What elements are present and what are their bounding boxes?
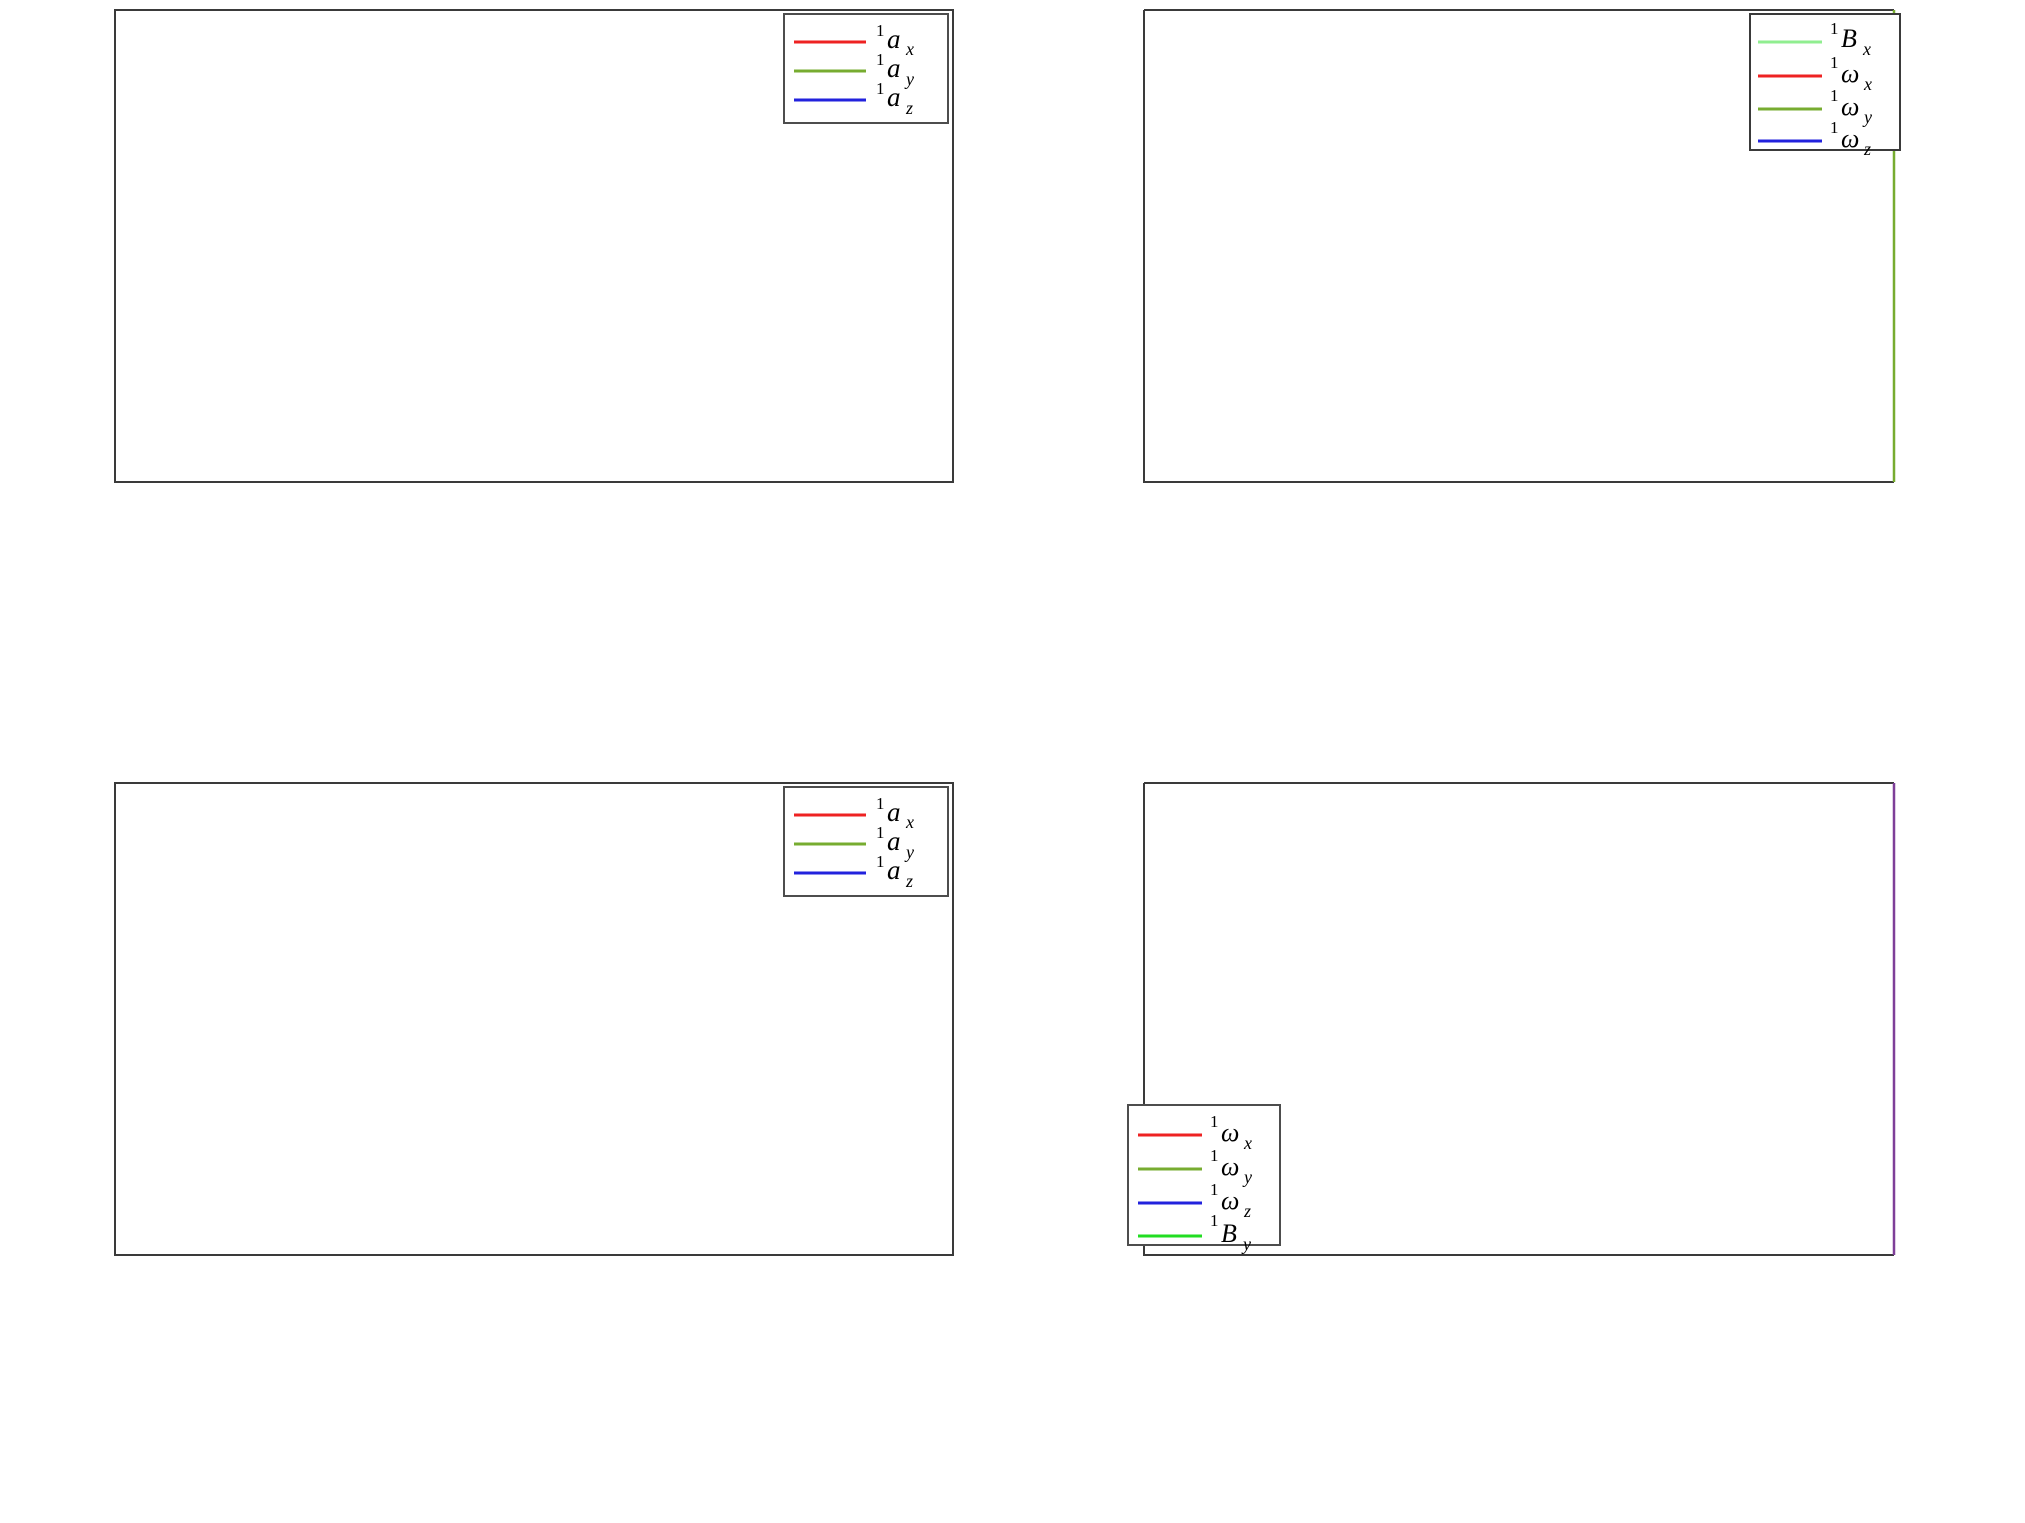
legend-sup-ax: 1: [876, 21, 885, 40]
legend-sub-wx: x: [1863, 74, 1872, 94]
legend-sub-wz: z: [1863, 139, 1871, 159]
legend-sup-wx: 1: [1830, 53, 1839, 72]
legend-sub-az: z: [905, 871, 913, 891]
legend-label-wx: ω: [1841, 59, 1859, 88]
legend-label-by: B: [1221, 1219, 1237, 1248]
legend: 1 ω x 1 ω y 1 ω z 1 B y: [1127, 1104, 1281, 1254]
legend-sup-wy: 1: [1830, 86, 1839, 105]
legend-sub-ay: y: [904, 69, 914, 89]
panel-bottom-right-svg: 1 ω x 1 ω y 1 ω z 1 B y: [1012, 765, 2025, 1523]
legend-label-bx: B: [1841, 24, 1857, 53]
legend-sup-by: 1: [1210, 1211, 1219, 1230]
legend-sub-wx: x: [1243, 1133, 1252, 1153]
legend-sub-ay: y: [904, 842, 914, 862]
legend-label-wx: ω: [1221, 1118, 1239, 1147]
legend-sub-ax: x: [905, 39, 914, 59]
axes-frame: [114, 9, 954, 483]
legend-sub-by: y: [1241, 1234, 1251, 1254]
legend-sup-wz: 1: [1830, 118, 1839, 137]
legend-label-wz: ω: [1841, 124, 1859, 153]
legend: 1 a x 1 a y 1 a z: [783, 13, 949, 124]
legend-sub-az: z: [905, 98, 913, 118]
panel-bottom-left-svg: 1 a x 1 a y 1 a z: [0, 765, 1012, 1523]
panel-top-right-svg: 1 B x 1 ω x 1 ω y 1 ω z: [1012, 0, 2025, 765]
legend-label-wz: ω: [1221, 1186, 1239, 1215]
panel-top-left-svg: 1 a x 1 a y 1 a z: [0, 0, 1012, 765]
legend-label-wy: ω: [1221, 1152, 1239, 1181]
legend-sup-ay: 1: [876, 50, 885, 69]
panel-bottom-left: 1 a x 1 a y 1 a z: [0, 765, 1012, 1523]
legend: 1 B x 1 ω x 1 ω y 1 ω z: [1749, 13, 1901, 159]
legend-label-ax: a: [887, 797, 901, 827]
legend-label-ay: a: [887, 53, 901, 83]
legend-sup-az: 1: [876, 852, 885, 871]
legend-sub-bx: x: [1862, 39, 1871, 59]
legend-sup-ay: 1: [876, 823, 885, 842]
legend-label-wy: ω: [1841, 92, 1859, 121]
legend-sup-wx: 1: [1210, 1112, 1219, 1131]
panel-top-right: 1 B x 1 ω x 1 ω y 1 ω z: [1012, 0, 2025, 765]
legend-sup-ax: 1: [876, 794, 885, 813]
legend-sub-wz: z: [1243, 1201, 1251, 1221]
legend-sup-bx: 1: [1830, 19, 1839, 38]
legend-sub-ax: x: [905, 812, 914, 832]
legend: 1 a x 1 a y 1 a z: [783, 786, 949, 897]
legend-label-ay: a: [887, 826, 901, 856]
legend-label-az: a: [887, 855, 901, 885]
axes-frame: [114, 782, 954, 1256]
legend-sub-wy: y: [1862, 107, 1872, 127]
axes-frame: [1143, 9, 1894, 483]
panel-bottom-right: 1 ω x 1 ω y 1 ω z 1 B y: [1012, 765, 2025, 1523]
legend-sup-wy: 1: [1210, 1146, 1219, 1165]
legend-sup-az: 1: [876, 79, 885, 98]
legend-label-ax: a: [887, 24, 901, 54]
legend-label-az: a: [887, 82, 901, 112]
legend-sub-wy: y: [1242, 1167, 1252, 1187]
panel-top-left: 1 a x 1 a y 1 a z: [0, 0, 1012, 765]
axes-frame: [1143, 782, 1894, 1256]
legend-sup-wz: 1: [1210, 1180, 1219, 1199]
